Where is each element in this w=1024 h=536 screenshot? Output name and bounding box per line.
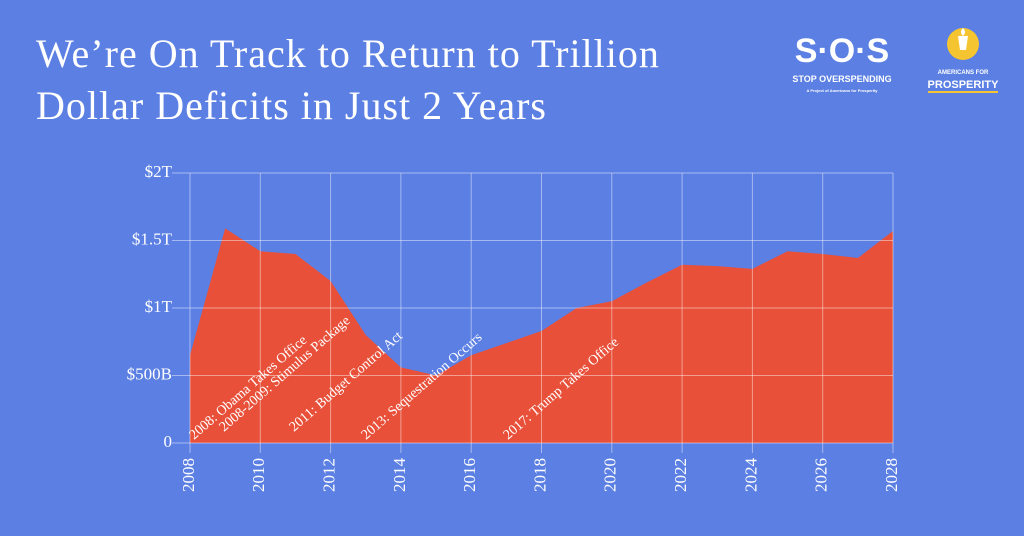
sos-logo: S·O·S	[795, 32, 889, 70]
x-tick-label: 2026	[812, 458, 831, 492]
sos-tagline: STOP OVERSPENDING	[792, 74, 891, 84]
plot: 0 $500B $1T $1.5T $2T 2008 2010 2012 2014 2016 201…	[127, 162, 901, 492]
x-tick-label: 2012	[320, 458, 339, 492]
x-tick-label: 2010	[249, 458, 268, 492]
x-tick-label: 2016	[460, 458, 479, 492]
y-tick-label: $1.5T	[132, 229, 173, 248]
x-tick-label: 2022	[671, 458, 690, 492]
y-tick-label: $2T	[145, 162, 173, 181]
afp-torch	[958, 28, 968, 50]
y-tick-label: $1T	[145, 297, 173, 316]
x-tick-label: 2018	[530, 458, 549, 492]
y-tick-label: 0	[164, 432, 173, 451]
chart-title: We’re On Track to Return to Trillion Dol…	[36, 31, 660, 128]
afp-top: AMERICANS FOR	[938, 70, 989, 76]
x-tick-label: 2014	[390, 458, 409, 493]
x-tick-label: 2008	[179, 458, 198, 492]
x-tick-label: 2024	[741, 458, 760, 493]
sos-sub: A Project of Americans for Prosperity	[806, 88, 878, 93]
x-tick-label: 2020	[601, 458, 620, 492]
x-tick-label: 2028	[882, 458, 901, 492]
y-tick-label: $500B	[127, 364, 172, 383]
afp-bottom: PROSPERITY	[928, 79, 1000, 91]
area	[190, 228, 893, 443]
